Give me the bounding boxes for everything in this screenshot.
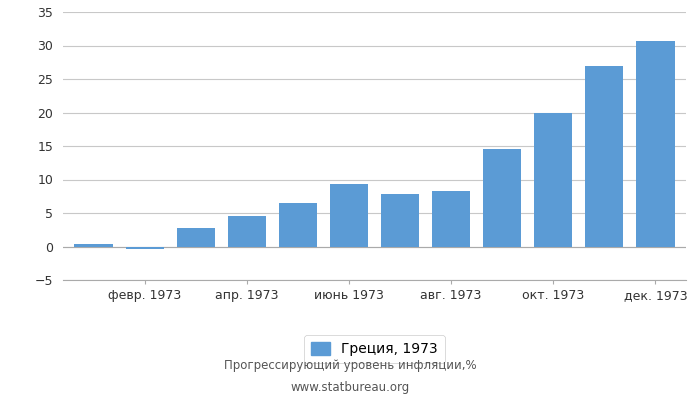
Bar [228, 216, 266, 246]
Bar [381, 194, 419, 246]
Bar [534, 112, 573, 246]
Bar [330, 184, 368, 246]
Bar [176, 228, 215, 246]
Bar [74, 244, 113, 246]
Bar [636, 42, 675, 246]
Bar [585, 66, 624, 246]
Legend: Греция, 1973: Греция, 1973 [304, 335, 445, 363]
Bar [483, 149, 522, 246]
Text: www.statbureau.org: www.statbureau.org [290, 382, 410, 394]
Text: Прогрессирующий уровень инфляции,%: Прогрессирующий уровень инфляции,% [224, 360, 476, 372]
Bar [432, 191, 470, 246]
Bar [125, 246, 164, 248]
Bar [279, 203, 317, 246]
